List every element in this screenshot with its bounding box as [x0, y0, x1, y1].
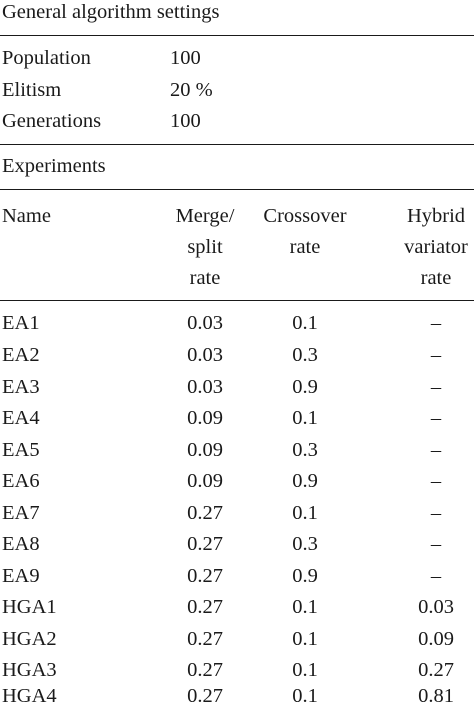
cell-merge: 0.09: [187, 439, 223, 461]
cell-name: HGA2: [2, 628, 57, 650]
cell-name: EA4: [2, 407, 40, 429]
cell-hybrid: –: [430, 439, 442, 461]
cell-name: EA9: [2, 565, 40, 587]
cell-crossover: 0.1: [292, 596, 318, 618]
rule-after-experiments-heading: [0, 189, 474, 190]
cell-merge: 0.27: [187, 533, 223, 555]
cell-hybrid: 0.81: [418, 685, 454, 707]
cell-crossover: 0.3: [292, 344, 318, 366]
cell-merge: 0.27: [187, 628, 223, 650]
cell-merge: 0.03: [187, 376, 223, 398]
rule-after-general: [0, 144, 474, 145]
cell-crossover: 0.3: [292, 533, 318, 555]
cell-name: EA2: [2, 344, 40, 366]
cell-hybrid: 0.03: [418, 596, 454, 618]
cell-merge: 0.09: [187, 470, 223, 492]
cell-name: EA8: [2, 533, 40, 555]
rule-after-column-headers: [0, 300, 474, 301]
cell-crossover: 0.3: [292, 439, 318, 461]
cell-merge: 0.03: [187, 312, 223, 334]
cell-merge: 0.27: [187, 659, 223, 681]
cell-merge: 0.03: [187, 344, 223, 366]
cell-name: EA5: [2, 439, 40, 461]
rule-top: [0, 35, 474, 36]
cell-crossover: 0.1: [292, 312, 318, 334]
cell-hybrid: –: [430, 376, 442, 398]
column-header-hybrid: rate: [420, 267, 452, 289]
cell-name: EA7: [2, 502, 40, 524]
cell-crossover: 0.1: [292, 502, 318, 524]
cell-crossover: 0.1: [292, 685, 318, 707]
cell-name: HGA3: [2, 659, 57, 681]
setting-value: 100: [170, 110, 201, 132]
setting-label: Generations: [2, 110, 102, 132]
cell-hybrid: –: [430, 312, 442, 334]
experiments-heading: Experiments: [2, 155, 106, 177]
column-header-name: Name: [2, 205, 51, 227]
cell-crossover: 0.1: [292, 407, 318, 429]
column-header-crossover: rate: [289, 236, 321, 258]
cell-merge: 0.27: [187, 685, 223, 707]
cell-hybrid: 0.27: [418, 659, 454, 681]
setting-label: Population: [2, 47, 91, 69]
column-header-merge: rate: [189, 267, 221, 289]
cell-crossover: 0.1: [292, 659, 318, 681]
cell-hybrid: 0.09: [418, 628, 454, 650]
cell-merge: 0.27: [187, 565, 223, 587]
cell-name: HGA4: [2, 685, 57, 707]
cell-merge: 0.27: [187, 502, 223, 524]
column-header-hybrid: Hybrid: [406, 205, 466, 227]
setting-value: 20 %: [170, 79, 213, 101]
column-header-hybrid: variator: [404, 236, 468, 258]
column-header-crossover: Crossover: [263, 205, 347, 227]
cell-merge: 0.27: [187, 596, 223, 618]
setting-label: Elitism: [2, 79, 62, 101]
cell-crossover: 0.9: [292, 376, 318, 398]
column-header-merge: Merge/: [175, 205, 235, 227]
cell-hybrid: –: [430, 344, 442, 366]
cell-name: EA3: [2, 376, 40, 398]
column-header-merge: split: [187, 236, 223, 258]
cell-merge: 0.09: [187, 407, 223, 429]
cell-crossover: 0.9: [292, 470, 318, 492]
cell-name: EA1: [2, 312, 40, 334]
cell-hybrid: –: [430, 565, 442, 587]
cell-hybrid: –: [430, 407, 442, 429]
setting-value: 100: [170, 47, 201, 69]
cell-hybrid: –: [430, 533, 442, 555]
cell-name: EA6: [2, 470, 40, 492]
cell-hybrid: –: [430, 502, 442, 524]
cell-crossover: 0.9: [292, 565, 318, 587]
cell-crossover: 0.1: [292, 628, 318, 650]
cell-name: HGA1: [2, 596, 57, 618]
cell-hybrid: –: [430, 470, 442, 492]
general-settings-heading: General algorithm settings: [2, 1, 220, 23]
